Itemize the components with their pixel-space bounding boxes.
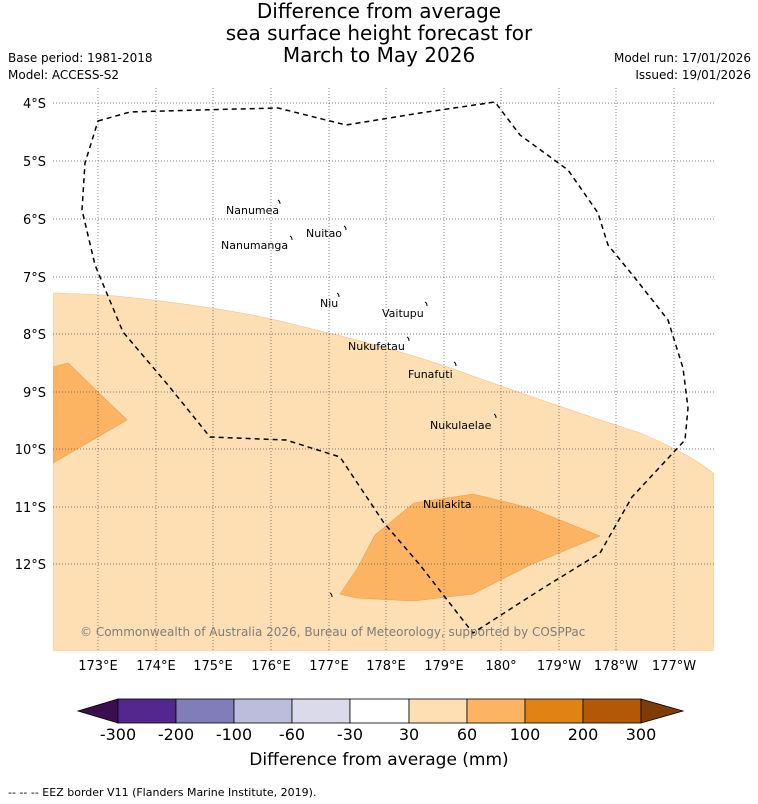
colorbar-segment [117,698,177,724]
lon-label: 177°E [309,659,349,674]
eez-footnote: -- -- -- EEZ border V11 (Flanders Marine… [8,786,317,799]
island-shape [453,361,457,367]
eez-border [81,101,689,635]
colorbar-tick-label: 100 [509,725,541,744]
colorbar-extend-min [76,698,119,724]
title-line-3: March to May 2026 [282,43,476,67]
longitude-labels: 173°E 174°E 175°E 176°E 177°E 178°E 179°E 180° 1… [78,659,696,674]
lat-label: 5°S [23,155,46,170]
anomaly-edge-south [530,642,714,651]
island-label: Vaitupu [382,307,424,320]
copyright-notice: © Commonwealth of Australia 2026, Bureau… [80,625,586,639]
island-label: Funafuti [408,368,453,381]
lat-label: 4°S [23,97,46,112]
island-shape [343,225,347,231]
colorbar [76,698,685,724]
island-shape [289,235,293,241]
colorbar-tick-label: -30 [336,725,364,744]
island-label: Nanumea [226,204,279,217]
island-shapes [277,199,497,598]
colorbar-tick-label: -200 [157,725,195,744]
latitude-labels: 4°S 5°S 6°S 7°S 8°S 9°S 10°S 11°S 12°S [15,97,46,573]
colorbar-segment [349,698,410,724]
chart-title: Difference from average sea surface heig… [0,0,758,66]
colorbar-segment [466,698,526,724]
colorbar-tick-label: 200 [567,725,599,744]
colorbar-segment [233,698,293,724]
lon-label: 176°E [251,659,291,674]
colorbar-tick-label: -100 [215,725,253,744]
lon-label: 179°W [537,659,581,674]
lon-label: 174°E [136,659,176,674]
colorbar-extend-max [640,698,685,724]
colorbar-segment [408,698,468,724]
gridlines [53,88,714,651]
colorbar-segment [524,698,584,724]
title-line-1: Difference from average [256,0,502,23]
island-label: Nukulaelae [430,419,492,432]
meta-left: Base period: 1981-2018 Model: ACCESS-S2 [8,50,153,84]
colorbar-title: Difference from average (mm) [249,750,509,770]
colorbar-tick-label: 60 [456,725,478,744]
lon-label: 178°W [594,659,638,674]
island-label: Nuitao [306,227,342,240]
island-labels: Nanumea Nuitao Nanumanga Niu Vaitupu Nukufeta… [221,204,492,511]
lon-label: 177°W [652,659,696,674]
title-line-2: sea surface height forecast for [225,21,533,45]
colorbar-tick-label: -60 [278,725,306,744]
model-name: Model: ACCESS-S2 [8,68,120,82]
issued-date: Issued: 19/01/2026 [635,68,751,82]
lat-label: 11°S [15,501,46,516]
colorbar-segment [291,698,351,724]
lat-label: 10°S [15,443,46,458]
meta-right: Model run: 17/01/2026 Issued: 19/01/2026 [614,50,751,84]
anomaly-region-60-100-west [53,362,128,464]
colorbar-segment [175,698,235,724]
lon-label: 178°E [366,659,406,674]
anomaly-region-30-60 [53,292,714,651]
model-run: Model run: 17/01/2026 [613,51,751,65]
lon-label: 180° [485,659,516,674]
island-shape [406,336,410,342]
lat-label: 8°S [23,328,46,343]
lat-label: 9°S [23,386,46,401]
island-shape [493,413,497,419]
colorbar-tick-label: 30 [398,725,420,744]
lat-label: 12°S [15,558,46,573]
island-label: Nukufetau [348,340,405,353]
lon-label: 175°E [193,659,233,674]
island-label: Niu [320,297,338,310]
lat-label: 7°S [23,271,46,286]
island-shape [424,301,428,307]
lon-label: 173°E [78,659,118,674]
colorbar-segment [582,698,642,724]
eez-border-line [81,101,689,635]
lat-label: 6°S [23,213,46,228]
island-label: Nuilakita [423,498,472,511]
island-shape [329,592,333,598]
base-period: Base period: 1981-2018 [8,51,153,65]
island-shape [336,292,340,298]
colorbar-tick-label: 300 [625,725,657,744]
anomaly-fills [53,88,714,651]
island-shape [277,199,281,205]
anomaly-region-60-100-south [339,493,601,602]
lon-label: 179°E [424,659,464,674]
island-label: Nanumanga [221,239,288,252]
colorbar-tick-label: -300 [99,725,137,744]
